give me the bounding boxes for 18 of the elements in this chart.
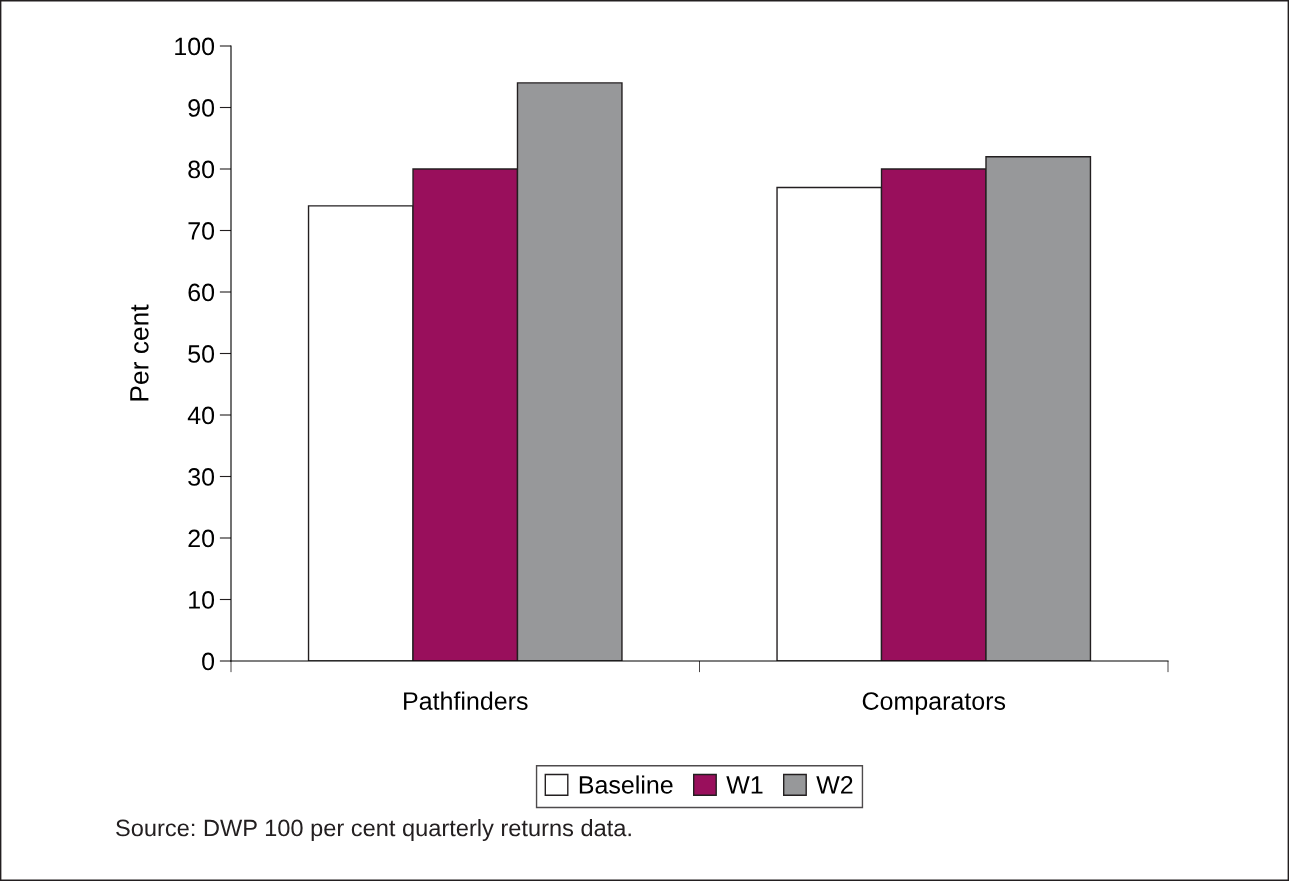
y-tick-label: 0 <box>202 652 215 671</box>
legend-label: Baseline <box>579 775 673 794</box>
y-tick-label: 80 <box>188 160 215 179</box>
x-tick-label: Comparators <box>862 692 1006 715</box>
y-tick-label: 30 <box>188 468 215 486</box>
legend-label: W1 <box>726 776 763 794</box>
source-note: Source: DWP 100 per cent quarterly returns data. <box>116 818 631 842</box>
y-tick-label: 40 <box>187 406 215 425</box>
y-tick-label: 60 <box>188 283 215 302</box>
x-tick-label: Pathfinders <box>404 691 528 710</box>
legend-label: W2 <box>816 776 853 794</box>
y-tick-label: 70 <box>188 222 215 240</box>
y-axis-title: Per cent <box>130 304 149 401</box>
y-tick-label: 50 <box>188 345 215 363</box>
y-tick-label: 20 <box>188 529 215 548</box>
y-tick-label: 100 <box>175 37 215 56</box>
y-tick-label: 10 <box>189 591 215 609</box>
y-tick-label: 90 <box>188 99 215 117</box>
